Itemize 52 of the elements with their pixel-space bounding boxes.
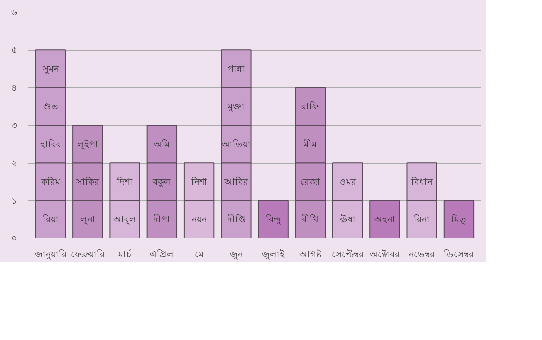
data-label: সুমন [42,64,60,75]
x-tick-label: মে [194,250,205,260]
y-tick-label: ৩ [12,120,18,130]
data-label: ঊষা [338,214,356,225]
data-label: আবুল [112,214,137,226]
data-label: আবির [223,177,250,187]
x-tick-label: জুলাই [261,250,286,260]
data-label: হাবিব [39,139,62,150]
data-label: রেজা [300,177,321,187]
data-label: রিনা [413,214,430,225]
x-tick-label: এপ্রিল [150,250,174,260]
y-tick-label: ৬ [12,8,18,18]
x-tick-label: অক্টোবর [368,250,401,260]
bar [258,200,289,238]
data-label: দিশা [116,177,134,187]
y-tick-label: ০ [12,234,18,244]
data-label: করিম [40,177,62,187]
data-label: নয়ন [190,214,208,225]
x-tick-label: জানুয়ারি [34,250,68,260]
x-tick-label: নভেম্বর [408,250,436,260]
bar [444,200,475,238]
bar [370,200,400,238]
data-label: রাফি [300,102,320,112]
x-tick-label: জুন [228,250,244,260]
x-tick-label: ফেব্রুয়ারি [70,250,106,260]
data-label: বিধান [410,177,434,187]
data-label: মিতু [450,214,467,226]
data-label: মীম [303,138,318,150]
x-tick-label: মার্চ [118,250,132,260]
data-label: রিয়া [42,214,59,225]
data-label: ওমর [339,177,358,187]
x-tick-label: সেপ্টেম্বর [332,250,365,260]
data-label: বিন্দু [265,214,282,226]
data-label: অহনা [373,214,396,225]
data-label: লুইপা [76,139,98,150]
x-tick-label: ডিসেম্বর [443,250,476,260]
data-label: অমি [153,139,172,150]
data-label: লুনা [79,214,96,226]
x-tick-label: আগষ্ট [298,250,323,260]
data-label: পান্না [228,64,245,74]
data-label: বকুল [152,177,172,188]
y-tick-label: ৪ [12,82,18,93]
data-label: দীপ্তি [226,214,246,225]
data-label: দীপা [152,214,171,225]
data-label: শুভ [42,102,58,112]
data-label: মুক্তা [226,102,245,113]
data-label: বীথি [301,214,320,225]
y-tick-label: ২ [12,158,18,168]
y-tick-label: ১ [12,196,18,206]
data-label: সাকির [75,177,100,187]
y-tick-label: ৫ [12,45,18,56]
data-label: নিশা [190,177,208,187]
